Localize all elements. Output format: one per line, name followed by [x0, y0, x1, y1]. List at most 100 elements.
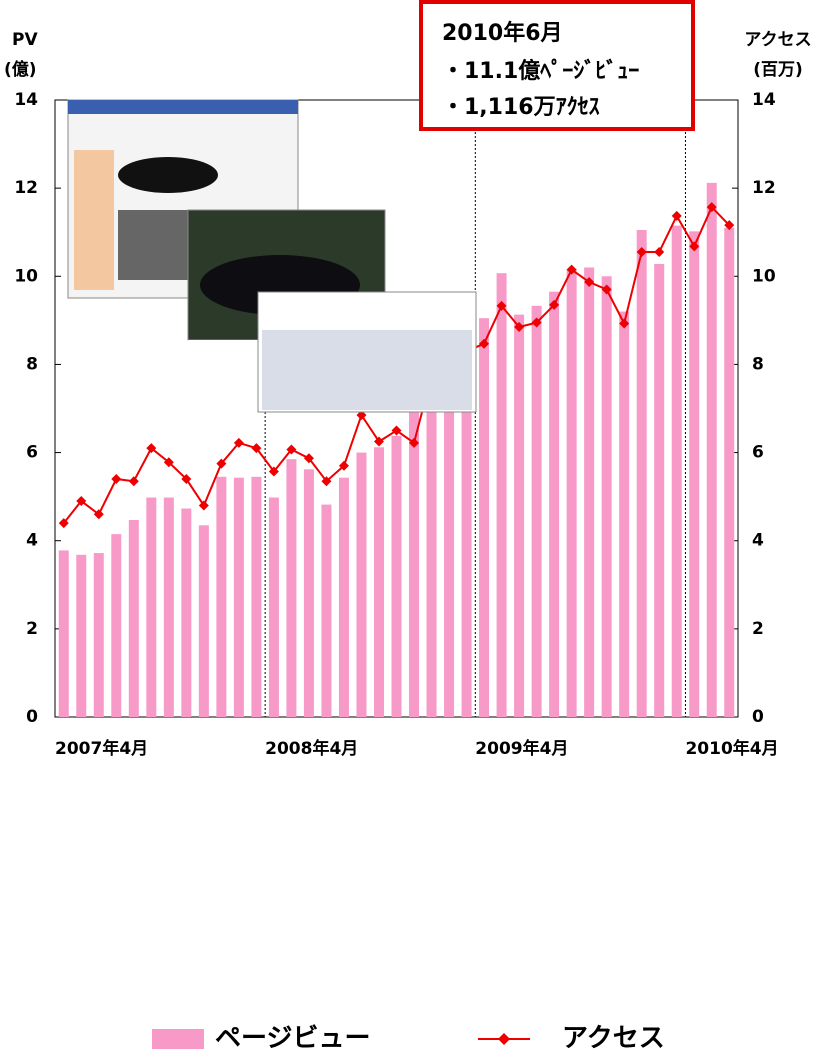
bar: [461, 329, 472, 717]
screenshot-car: [118, 157, 218, 193]
line-marker: [724, 220, 735, 231]
line-marker: [321, 476, 332, 487]
y2-axis-title: (百万): [753, 60, 803, 80]
bar: [268, 497, 279, 717]
line-marker: [128, 476, 139, 487]
y-axis-title: (億): [4, 59, 37, 80]
bar: [58, 550, 69, 717]
line-marker: [479, 338, 490, 349]
y2-tick-label: 2: [752, 619, 764, 639]
screenshot-images: [67, 99, 477, 413]
bar: [338, 477, 349, 717]
bar: [444, 353, 455, 717]
y-tick-label: 0: [26, 707, 38, 727]
y-tick-label: 2: [26, 619, 38, 639]
bar: [251, 476, 262, 717]
bar: [409, 403, 420, 717]
line-marker: [671, 210, 682, 221]
bar: [689, 231, 700, 717]
y2-axis-title: アクセス: [744, 30, 811, 50]
bar: [549, 291, 560, 717]
bar: [636, 230, 647, 717]
bar: [76, 554, 87, 717]
annotation: 2010年6月: [442, 20, 563, 46]
legend-swatch: [498, 1033, 510, 1045]
line-marker: [689, 241, 700, 252]
bar: [216, 476, 227, 717]
annotation: ・11.1億ﾍﾟｰｼﾞﾋﾞｭｰ: [442, 58, 639, 84]
legend-swatch: [152, 1029, 204, 1049]
line-marker: [373, 436, 384, 447]
y2-tick-label: 8: [752, 354, 764, 374]
line-marker: [391, 425, 402, 436]
line-marker: [338, 460, 349, 471]
bar: [426, 384, 437, 717]
bar: [514, 314, 525, 717]
line-marker: [601, 284, 612, 295]
bar: [601, 276, 612, 717]
screenshot-list: [262, 330, 472, 410]
bar: [286, 459, 297, 717]
line-marker: [93, 509, 104, 520]
y-axis-title: PV: [12, 30, 38, 50]
bar: [671, 225, 682, 717]
y-tick-label: 12: [14, 178, 38, 198]
bar: [146, 497, 157, 717]
bar: [566, 268, 577, 717]
y2-tick-label: 12: [752, 178, 776, 198]
line-marker: [531, 317, 542, 328]
y2-tick-label: 10: [752, 266, 776, 286]
line-marker: [496, 300, 507, 311]
line-marker: [409, 437, 420, 448]
bar: [531, 305, 542, 717]
line-marker: [181, 474, 192, 485]
line-marker: [584, 277, 595, 288]
y-tick-label: 4: [26, 531, 38, 551]
bar: [391, 435, 402, 717]
line-marker: [566, 264, 577, 275]
line-marker: [233, 437, 244, 448]
y2-tick-label: 4: [752, 531, 764, 551]
bar: [233, 477, 244, 717]
line-marker: [111, 474, 122, 485]
bar: [373, 447, 384, 717]
legend-label: アクセス: [562, 1024, 665, 1054]
line-marker: [216, 458, 227, 469]
line-marker: [636, 247, 647, 258]
y2-tick-label: 0: [752, 707, 764, 727]
y2-tick-label: 6: [752, 443, 764, 463]
y-tick-label: 14: [14, 90, 38, 110]
bar: [724, 227, 735, 718]
line-marker: [163, 457, 174, 468]
bar: [198, 525, 209, 717]
line-marker: [303, 453, 314, 464]
line-marker: [198, 500, 209, 511]
bar: [111, 534, 122, 717]
line-marker: [706, 202, 717, 213]
line-marker: [654, 247, 665, 258]
line-marker: [251, 443, 262, 454]
plot-area: 0 2 4 6 8 10 12 14 0 2 4 6 8 10 12 14 2007年4月 2008年4月 2009…: [14, 90, 778, 759]
x-tick-label: 2010年4月: [685, 738, 778, 759]
line-marker: [58, 518, 69, 529]
line-marker: [549, 299, 560, 310]
bar: [706, 182, 717, 718]
line-marker: [268, 466, 279, 477]
screenshot-bar: [68, 100, 298, 114]
y-tick-label: 6: [26, 443, 38, 463]
legend-label: ページビュー: [215, 1024, 370, 1054]
x-tick-label: 2009年4月: [475, 738, 568, 759]
annotation: ・1,116万ｱｸｾｽ: [442, 95, 600, 120]
bar: [619, 311, 630, 717]
line-marker: [146, 443, 157, 454]
bar: [93, 553, 104, 717]
line-marker: [356, 410, 367, 421]
bar: [356, 452, 367, 717]
line-marker: [76, 496, 87, 507]
bar: [496, 273, 507, 717]
bar: [128, 520, 139, 717]
y-tick-label: 10: [14, 266, 38, 286]
line-marker: [514, 321, 525, 332]
screenshot-menu: [74, 150, 114, 290]
